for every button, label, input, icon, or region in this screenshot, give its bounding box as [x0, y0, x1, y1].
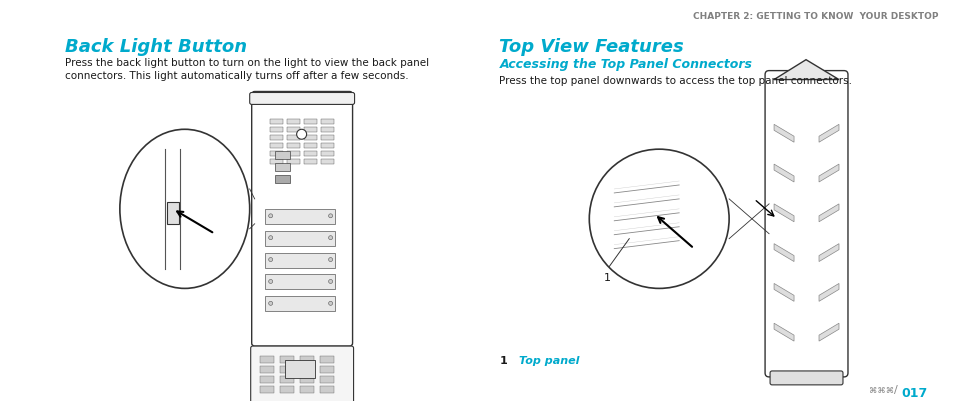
Bar — [303, 135, 316, 140]
Polygon shape — [819, 164, 838, 182]
Circle shape — [269, 258, 273, 262]
Bar — [303, 119, 316, 124]
Bar — [286, 135, 299, 140]
Circle shape — [269, 236, 273, 240]
Polygon shape — [819, 283, 838, 301]
Bar — [299, 356, 314, 363]
Bar — [303, 151, 316, 156]
Bar — [286, 151, 299, 156]
Bar — [270, 127, 282, 132]
Bar — [264, 274, 335, 289]
Bar — [279, 386, 294, 393]
Text: 1: 1 — [498, 356, 507, 366]
Bar — [279, 356, 294, 363]
Circle shape — [296, 129, 306, 139]
Circle shape — [328, 279, 333, 283]
Bar — [270, 159, 282, 164]
FancyBboxPatch shape — [252, 91, 353, 346]
Text: 017: 017 — [900, 387, 926, 400]
Text: Press the back light button to turn on the light to view the back panel
connecto: Press the back light button to turn on t… — [65, 58, 429, 81]
Bar — [270, 135, 282, 140]
Circle shape — [269, 279, 273, 283]
Text: ⌘⌘⌘: ⌘⌘⌘ — [868, 386, 893, 395]
Polygon shape — [819, 244, 838, 262]
Text: Press the top panel downwards to access the top panel connectors.: Press the top panel downwards to access … — [498, 76, 851, 85]
Bar — [259, 356, 274, 363]
Ellipse shape — [120, 129, 250, 289]
Polygon shape — [773, 323, 793, 341]
Text: Top View Features: Top View Features — [498, 38, 683, 56]
Bar — [303, 143, 316, 148]
Circle shape — [328, 258, 333, 262]
Bar — [303, 127, 316, 132]
Bar — [286, 127, 299, 132]
Circle shape — [328, 236, 333, 240]
Bar — [286, 159, 299, 164]
Bar — [320, 151, 334, 156]
Circle shape — [269, 301, 273, 305]
Bar — [319, 366, 334, 373]
Circle shape — [328, 301, 333, 305]
Polygon shape — [773, 244, 793, 262]
Circle shape — [328, 214, 333, 218]
Text: Top panel: Top panel — [518, 356, 579, 366]
Bar — [264, 231, 335, 246]
Bar — [299, 386, 314, 393]
Bar — [264, 253, 335, 268]
Bar — [279, 376, 294, 383]
Bar — [286, 143, 299, 148]
Bar — [320, 127, 334, 132]
Polygon shape — [773, 283, 793, 301]
Text: /: / — [893, 385, 897, 395]
Bar — [259, 366, 274, 373]
Bar — [284, 360, 314, 378]
Polygon shape — [819, 204, 838, 222]
Circle shape — [589, 149, 728, 289]
Polygon shape — [819, 124, 838, 142]
Polygon shape — [819, 323, 838, 341]
FancyBboxPatch shape — [250, 92, 355, 104]
Circle shape — [269, 214, 273, 218]
Bar — [270, 143, 282, 148]
Bar — [274, 151, 290, 159]
Bar — [320, 159, 334, 164]
Polygon shape — [773, 60, 838, 79]
Bar — [270, 151, 282, 156]
Bar — [299, 376, 314, 383]
Bar — [299, 366, 314, 373]
Bar — [270, 119, 282, 124]
Polygon shape — [773, 164, 793, 182]
Text: CHAPTER 2: GETTING TO KNOW  YOUR DESKTOP: CHAPTER 2: GETTING TO KNOW YOUR DESKTOP — [693, 12, 938, 21]
Bar — [286, 119, 299, 124]
FancyBboxPatch shape — [251, 346, 354, 403]
Bar — [279, 366, 294, 373]
Bar — [264, 296, 335, 311]
Bar — [264, 209, 335, 224]
Bar — [319, 386, 334, 393]
Bar — [167, 202, 178, 224]
Text: 1: 1 — [603, 274, 611, 283]
Bar — [319, 356, 334, 363]
Bar — [320, 119, 334, 124]
Polygon shape — [773, 124, 793, 142]
Bar — [320, 135, 334, 140]
Bar — [320, 143, 334, 148]
FancyBboxPatch shape — [764, 71, 847, 377]
Bar — [274, 163, 290, 171]
Text: Back Light Button: Back Light Button — [65, 38, 247, 56]
Text: Accessing the Top Panel Connectors: Accessing the Top Panel Connectors — [498, 58, 752, 71]
Bar — [259, 376, 274, 383]
Bar — [274, 175, 290, 183]
Bar — [319, 376, 334, 383]
Bar — [303, 159, 316, 164]
FancyBboxPatch shape — [769, 371, 842, 385]
Polygon shape — [773, 204, 793, 222]
Bar — [259, 386, 274, 393]
